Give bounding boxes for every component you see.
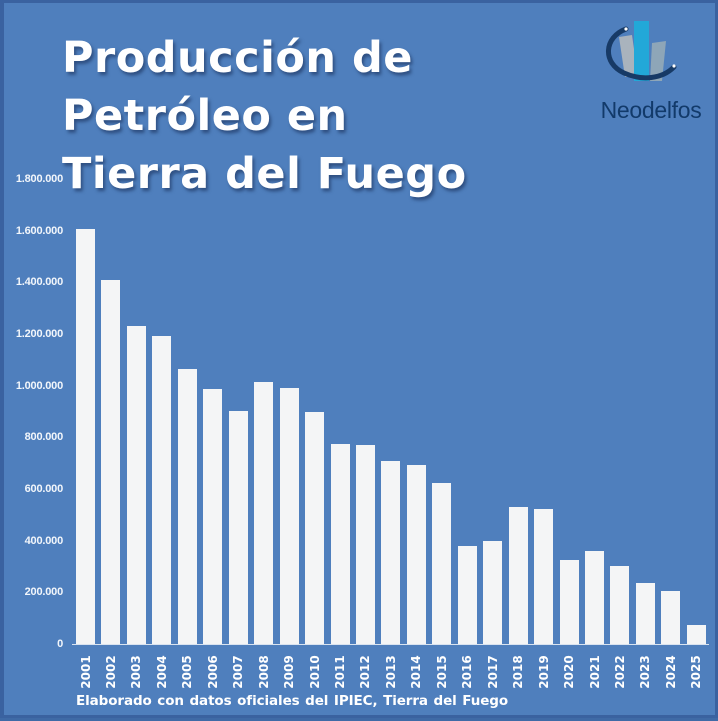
x-tick-label: 2007 (231, 655, 246, 689)
x-tick-label: 2001 (78, 655, 93, 689)
bar-2019 (534, 509, 554, 644)
x-tick-label: 2020 (562, 655, 577, 689)
x-tick-label: 2017 (485, 655, 500, 689)
title-line-2: Petróleo en (62, 91, 348, 141)
x-tick-label: 2013 (383, 655, 398, 689)
x-tick-label: 2006 (205, 655, 220, 689)
y-tick-label: 1.800.000 (15, 173, 63, 185)
bar-2014 (406, 465, 426, 644)
bar-2021 (585, 551, 604, 644)
bar-2005 (177, 369, 197, 644)
y-tick-label: 1.600.000 (15, 224, 63, 237)
bar-2020 (559, 560, 579, 644)
x-tick-label: 2022 (612, 655, 627, 689)
x-tick-label: 2019 (536, 655, 551, 689)
bar-2023 (635, 583, 655, 644)
bar-2012 (355, 445, 375, 644)
logo-text: Neodelfos (600, 97, 702, 123)
x-tick-label: 2021 (587, 655, 602, 689)
bar-2004 (152, 336, 172, 644)
bar-2003 (126, 326, 146, 644)
neodelfos-logo: Neodelfos (586, 15, 716, 130)
bar-2006 (203, 389, 223, 644)
bar-2025 (686, 625, 706, 644)
y-tick-label: 0 (57, 638, 63, 650)
bar-2018 (508, 507, 528, 644)
y-tick-label: 400.000 (24, 534, 64, 547)
bar-2011 (330, 444, 350, 644)
x-tick-label: 2004 (154, 655, 169, 689)
chart-title: Producción de Petróleo en Tierra del Fue… (62, 29, 467, 203)
y-tick-label: 1.200.000 (15, 328, 63, 340)
bar-2009 (279, 388, 299, 644)
x-tick-label: 2003 (129, 655, 144, 689)
x-tick-label: 2008 (256, 655, 271, 689)
x-axis-line (72, 644, 709, 645)
bar-2008 (254, 382, 274, 644)
x-tick-label: 2011 (333, 655, 347, 689)
bar-chart-swoosh-icon (606, 21, 677, 81)
bar-2010 (305, 412, 325, 644)
bar-2013 (381, 461, 401, 644)
x-tick-label: 2023 (638, 655, 653, 689)
bar-2016 (457, 546, 477, 644)
x-tick-label: 2002 (103, 655, 118, 689)
bar-2007 (228, 411, 248, 644)
y-tick-label: 600.000 (24, 483, 64, 495)
bar-2002 (101, 280, 121, 644)
x-tick-label: 2010 (307, 655, 322, 689)
x-tick-label: 2025 (689, 655, 704, 689)
bar-2024 (661, 591, 681, 644)
bar-2015 (432, 483, 452, 644)
x-tick-label: 2024 (663, 655, 678, 689)
x-tick-label: 2009 (282, 655, 297, 689)
x-tick-label: 2012 (358, 655, 373, 689)
x-tick-label: 2015 (434, 655, 449, 689)
bar-2017 (483, 541, 503, 644)
bar-2001 (76, 229, 95, 644)
x-tick-label: 2018 (511, 655, 526, 689)
y-tick-label: 800.000 (24, 431, 64, 444)
y-tick-label: 200.000 (24, 586, 64, 599)
y-tick-label: 1.400.000 (15, 276, 63, 289)
x-tick-label: 2016 (460, 655, 475, 689)
source-note: Elaborado con datos oficiales del IPIEC,… (76, 693, 509, 709)
x-tick-label: 2005 (180, 655, 195, 689)
title-line-3: Tierra del Fuego (62, 149, 467, 199)
y-tick-label: 1.000.000 (15, 379, 63, 392)
y-axis: 0 200.000 400.000 600.000 800.000 1.000.000 1.… (4, 3, 718, 721)
x-tick-label: 2014 (409, 655, 424, 689)
title-line-1: Producción de (62, 33, 413, 83)
bar-2022 (610, 565, 630, 644)
